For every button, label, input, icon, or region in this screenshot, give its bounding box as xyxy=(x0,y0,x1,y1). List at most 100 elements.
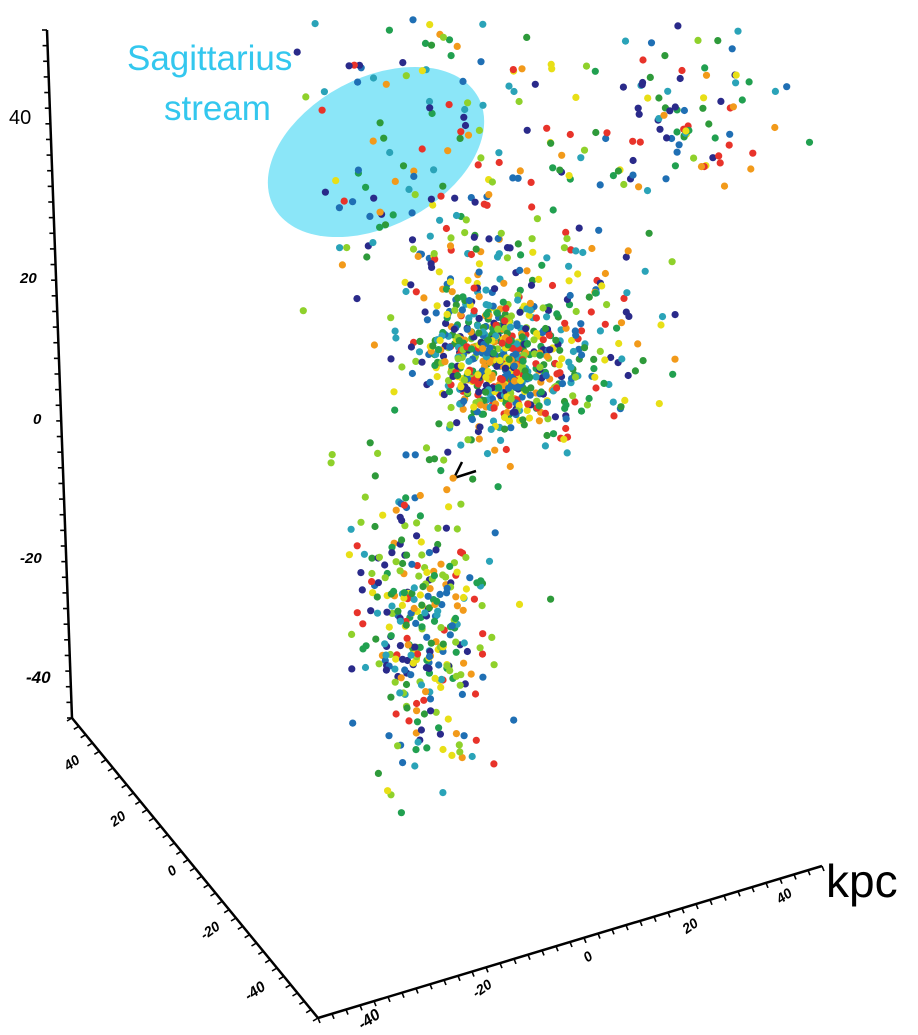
data-point xyxy=(565,277,573,285)
data-point xyxy=(664,87,672,95)
data-point xyxy=(543,254,551,262)
axis-tick xyxy=(317,1017,321,1024)
data-point xyxy=(471,690,480,698)
data-point xyxy=(560,244,569,252)
data-point xyxy=(403,704,411,712)
data-point xyxy=(436,730,444,738)
axis-tick xyxy=(597,933,601,939)
axis-tick xyxy=(415,988,419,994)
data-point xyxy=(544,415,552,423)
data-point xyxy=(523,126,531,134)
data-point xyxy=(293,48,301,56)
axis-tick xyxy=(331,1013,335,1020)
axis-tick xyxy=(751,886,755,893)
data-point xyxy=(381,561,389,569)
data-point xyxy=(354,78,362,86)
data-point xyxy=(671,103,679,111)
data-point xyxy=(547,139,555,147)
data-point xyxy=(516,266,524,274)
data-point xyxy=(729,103,738,111)
axis-tick xyxy=(264,958,271,964)
data-point xyxy=(387,693,395,701)
data-point xyxy=(459,77,467,85)
data-point xyxy=(510,362,518,370)
data-point xyxy=(390,388,398,396)
data-point xyxy=(398,536,406,544)
data-point xyxy=(340,197,348,205)
data-point xyxy=(543,313,551,321)
axis-tick xyxy=(681,907,685,914)
data-point xyxy=(556,166,564,174)
data-point xyxy=(399,559,407,568)
data-point xyxy=(299,307,307,315)
data-point xyxy=(423,633,431,641)
data-point xyxy=(461,105,469,114)
data-point xyxy=(462,585,470,593)
data-point xyxy=(412,357,420,365)
data-point xyxy=(514,296,522,304)
data-point xyxy=(417,681,426,689)
data-point xyxy=(577,154,585,162)
data-point xyxy=(518,333,526,341)
data-point xyxy=(513,369,521,377)
z-tick-label: -40 xyxy=(26,668,51,687)
data-point xyxy=(458,754,466,762)
axis-tick xyxy=(203,883,210,889)
data-point xyxy=(408,236,417,244)
data-point xyxy=(513,340,521,348)
data-point xyxy=(620,294,628,302)
data-point xyxy=(577,407,586,415)
data-point xyxy=(435,724,443,732)
data-point xyxy=(493,309,501,317)
data-point xyxy=(455,337,463,345)
data-point xyxy=(578,351,586,359)
data-point xyxy=(429,342,437,350)
data-point xyxy=(477,154,485,162)
data-point xyxy=(445,503,453,511)
data-point xyxy=(558,355,566,363)
data-point xyxy=(336,244,344,252)
axis-tick xyxy=(175,850,182,856)
axis-tick xyxy=(87,742,93,747)
data-point xyxy=(463,647,471,656)
data-point xyxy=(590,355,598,363)
data-point xyxy=(771,123,779,132)
data-point xyxy=(472,245,480,253)
data-point xyxy=(433,597,441,605)
data-point xyxy=(392,334,400,342)
data-point xyxy=(460,659,468,667)
data-point xyxy=(518,65,526,73)
x-tick-label: 40 xyxy=(60,751,83,774)
data-point xyxy=(603,301,611,309)
data-point xyxy=(422,444,431,452)
data-point xyxy=(405,717,413,725)
data-point xyxy=(401,278,409,286)
data-point xyxy=(568,336,576,345)
data-point xyxy=(494,483,502,491)
data-point xyxy=(569,392,577,400)
data-point xyxy=(505,336,513,344)
data-point xyxy=(805,138,814,146)
data-point xyxy=(671,355,679,363)
axis-tick xyxy=(121,783,128,789)
data-point xyxy=(434,540,442,549)
data-point xyxy=(401,666,409,674)
data-point xyxy=(436,216,444,224)
data-point xyxy=(382,666,390,674)
data-point xyxy=(595,226,603,234)
data-point xyxy=(506,323,515,331)
y-tick-label: -40 xyxy=(355,1006,384,1033)
data-point xyxy=(366,212,374,220)
data-point xyxy=(399,655,407,663)
data-point xyxy=(747,165,755,173)
data-point xyxy=(478,602,486,610)
data-point xyxy=(443,662,451,670)
data-point xyxy=(503,254,511,262)
data-point xyxy=(388,549,396,557)
data-point xyxy=(425,652,434,661)
data-point xyxy=(661,52,669,60)
data-point xyxy=(391,678,399,686)
data-point xyxy=(421,609,429,617)
data-point xyxy=(442,524,450,532)
